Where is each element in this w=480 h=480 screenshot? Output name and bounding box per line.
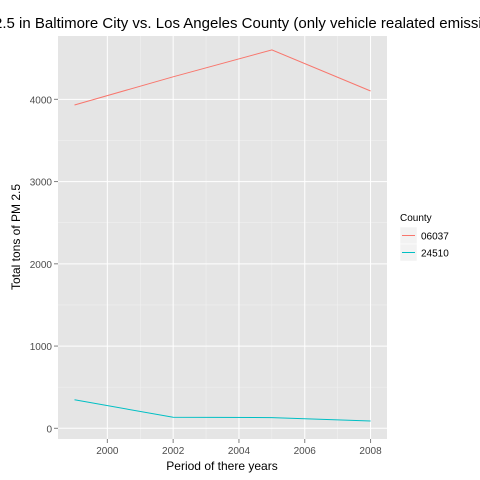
- legend: County 06037 24510: [399, 213, 449, 262]
- gridlines: [58, 36, 387, 439]
- legend-title: County: [400, 213, 432, 224]
- x-tick-label: 2002: [162, 446, 185, 457]
- plot-panel: [58, 36, 387, 439]
- y-tick-label: 4000: [30, 95, 53, 106]
- y-tick-label: 2000: [30, 260, 53, 271]
- series-line-24510: [74, 399, 371, 422]
- chart-title: M2.5 in Baltimore City vs. Los Angeles C…: [0, 15, 480, 32]
- legend-label-06037: 06037: [421, 232, 449, 243]
- legend-label-24510: 24510: [421, 249, 449, 260]
- x-tick-label: 2004: [228, 446, 251, 457]
- x-tick-label: 2000: [96, 446, 119, 457]
- x-axis: 2000 2002 2004 2006 2008: [96, 439, 382, 457]
- x-tick-label: 2008: [359, 446, 382, 457]
- y-axis: 0 1000 2000 3000 4000: [30, 95, 58, 435]
- y-tick-label: 0: [46, 424, 52, 435]
- y-tick-label: 3000: [30, 178, 53, 189]
- series-line-06037: [74, 49, 371, 106]
- y-axis-title: Total tons of PM 2.5: [9, 184, 23, 290]
- x-tick-label: 2006: [294, 446, 317, 457]
- series-lines: [74, 49, 371, 422]
- x-axis-title: Period of there years: [166, 459, 277, 473]
- y-tick-label: 1000: [30, 342, 53, 353]
